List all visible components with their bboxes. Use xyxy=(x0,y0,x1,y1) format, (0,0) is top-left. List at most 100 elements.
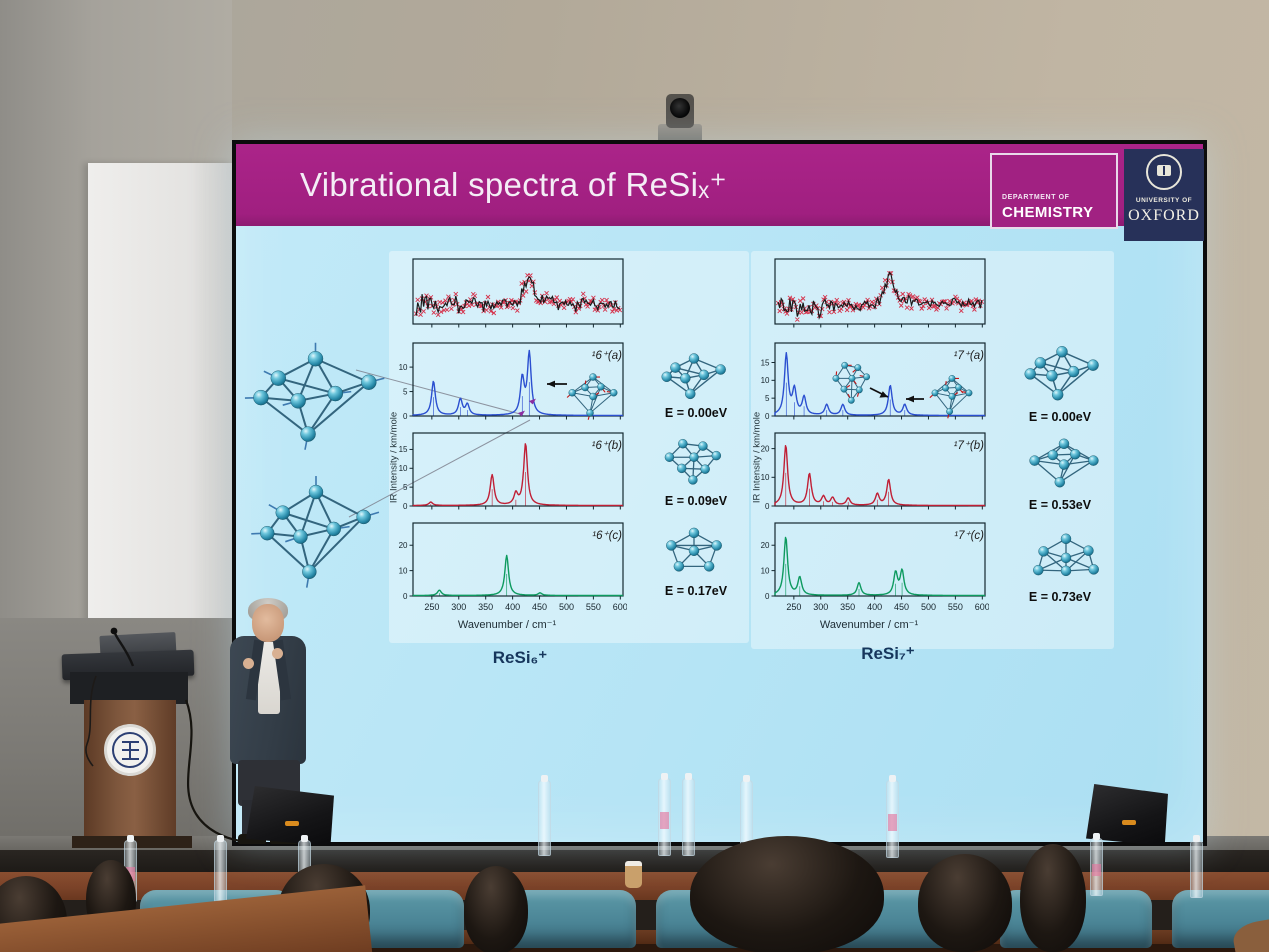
water-bottle xyxy=(658,773,671,856)
isomer-label-7c: ¹7⁺(c) xyxy=(954,530,984,542)
resi6-footer-label: ReSi₆⁺ xyxy=(492,648,548,667)
svg-text:600: 600 xyxy=(613,602,627,612)
resi6-panel xyxy=(389,251,749,643)
x-axis-label-left: Wavenumber / cm⁻¹ xyxy=(457,619,557,631)
vibration-mode-inset xyxy=(832,361,870,404)
water-bottle xyxy=(886,775,899,858)
svg-text:10: 10 xyxy=(761,473,770,482)
isomer-label-6c: ¹6⁺(c) xyxy=(592,530,622,542)
svg-text:15: 15 xyxy=(761,358,770,367)
podium-front xyxy=(70,672,188,704)
svg-text:550: 550 xyxy=(586,602,601,612)
presentation-screen: Vibrational spectra of ReSiₓ⁺ DEPARTMENT… xyxy=(232,140,1207,846)
x-axis-label-right: Wavenumber / cm⁻¹ xyxy=(819,619,919,631)
svg-text:0: 0 xyxy=(403,592,408,601)
svg-text:10: 10 xyxy=(761,566,770,575)
spectrum-resi7-isomer-c: 250 300 350 400 450 500 550 600 0 10 20 xyxy=(761,522,989,612)
energy-label-6c: E = 0.17eV xyxy=(664,584,728,598)
svg-text:5: 5 xyxy=(403,387,408,396)
spectrum-resi7-experimental xyxy=(774,258,986,328)
energy-label-6b: E = 0.09eV xyxy=(664,494,728,508)
svg-text:0: 0 xyxy=(765,502,770,511)
oxford-label: OXFORD xyxy=(1128,207,1200,224)
svg-text:5: 5 xyxy=(403,483,408,492)
isomer-structure-7c xyxy=(1033,533,1099,577)
svg-text:0: 0 xyxy=(765,592,770,601)
presenter-hand xyxy=(243,658,254,669)
svg-text:400: 400 xyxy=(867,602,882,612)
svg-text:20: 20 xyxy=(761,444,770,453)
molecular-cluster-large-b xyxy=(251,476,380,588)
energy-label-6a: E = 0.00eV xyxy=(664,406,728,420)
svg-text:10: 10 xyxy=(761,376,770,385)
vibration-mode-inset xyxy=(566,373,618,420)
svg-text:0: 0 xyxy=(403,502,408,511)
camera-lens xyxy=(670,98,690,118)
spectrum-resi7-isomer-b: 0 10 20 xyxy=(761,432,986,511)
svg-text:10: 10 xyxy=(399,464,408,473)
side-projection-screen xyxy=(88,163,234,637)
svg-text:500: 500 xyxy=(559,602,574,612)
stage-monitor-speaker xyxy=(246,786,334,846)
water-bottle xyxy=(1190,835,1203,898)
resi7-footer-label: ReSi₇⁺ xyxy=(861,644,915,663)
mic-cable xyxy=(85,675,97,767)
water-bottle xyxy=(682,773,695,856)
isomer-label-6a: ¹6⁺(a) xyxy=(591,350,622,362)
svg-text:250: 250 xyxy=(424,602,439,612)
svg-text:10: 10 xyxy=(399,566,408,575)
spectrum-resi6-experimental xyxy=(412,258,624,328)
isomer-label-6b: ¹6⁺(b) xyxy=(591,440,622,452)
isomer-structure-7a xyxy=(1024,346,1099,401)
audience-head xyxy=(464,866,528,952)
university-of-label: UNIVERSITY OF xyxy=(1135,197,1193,204)
svg-text:500: 500 xyxy=(921,602,936,612)
energy-label-7b: E = 0.53eV xyxy=(1028,498,1092,512)
audience-head xyxy=(690,836,884,952)
svg-text:0: 0 xyxy=(765,412,770,421)
isomer-structure-7b xyxy=(1029,438,1099,488)
dept-of-label: DEPARTMENT OF xyxy=(1002,194,1070,201)
molecular-cluster-large-a xyxy=(244,342,385,450)
oxford-crest-icon xyxy=(1146,154,1182,190)
spectrum-resi6-isomer-b: 0 5 10 15 xyxy=(399,432,624,511)
energy-label-7c: E = 0.73eV xyxy=(1028,590,1092,604)
svg-text:5: 5 xyxy=(765,394,770,403)
coffee-cup xyxy=(625,861,642,888)
gooseneck-microphone xyxy=(113,632,135,667)
spectrum-resi6-isomer-c: 250 300 350 400 450 500 550 600 0 10 20 xyxy=(399,522,627,612)
svg-text:15: 15 xyxy=(399,445,408,454)
isomer-label-7b: ¹7⁺(b) xyxy=(953,440,984,452)
water-bottle xyxy=(214,835,227,902)
presenter-shirt xyxy=(258,642,280,714)
svg-text:20: 20 xyxy=(761,541,770,550)
presenter-hand xyxy=(272,648,283,659)
svg-text:350: 350 xyxy=(840,602,855,612)
isomer-structure-6b xyxy=(664,438,722,485)
audience-head xyxy=(1020,844,1086,952)
chemistry-label: CHEMISTRY xyxy=(1002,204,1094,221)
water-bottle xyxy=(740,775,753,856)
water-bottle xyxy=(538,775,551,856)
svg-text:250: 250 xyxy=(786,602,801,612)
svg-text:0: 0 xyxy=(403,412,408,421)
svg-text:400: 400 xyxy=(505,602,520,612)
svg-text:550: 550 xyxy=(948,602,963,612)
slide-title: Vibrational spectra of ReSiₓ⁺ xyxy=(300,166,728,203)
audience-head xyxy=(918,854,1012,952)
oxford-university-logo: UNIVERSITY OF OXFORD xyxy=(1124,149,1204,241)
water-bottle xyxy=(1090,833,1103,896)
svg-text:350: 350 xyxy=(478,602,493,612)
connector-lines xyxy=(348,369,531,518)
svg-text:10: 10 xyxy=(399,363,408,372)
svg-text:300: 300 xyxy=(813,602,828,612)
spectrum-resi7-isomer-a: 0 5 10 15 xyxy=(761,342,986,421)
svg-text:450: 450 xyxy=(532,602,547,612)
svg-text:20: 20 xyxy=(399,541,408,550)
svg-text:600: 600 xyxy=(975,602,989,612)
floor-shadow xyxy=(0,944,1269,952)
microphone-head xyxy=(110,627,118,635)
ptz-camera-mount xyxy=(658,124,702,144)
